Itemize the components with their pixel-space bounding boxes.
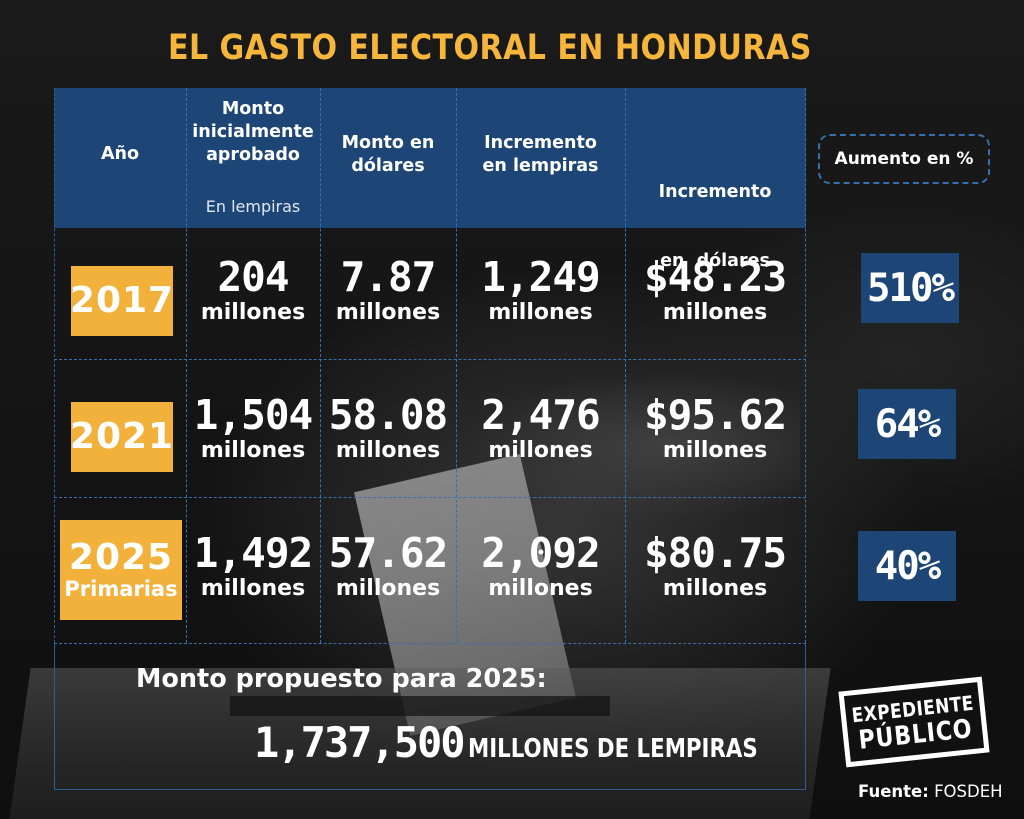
percent-badge-2021: 64% xyxy=(858,389,956,459)
table-cell-inc-lempiras: 2,092 millones xyxy=(456,530,625,602)
header-inc-lempiras-line2: en lempiras xyxy=(482,156,599,176)
year-label: 2025 xyxy=(68,537,174,578)
header-approved: Monto inicialmente aprobado xyxy=(186,98,320,167)
unit-label: millones xyxy=(200,576,306,601)
approved-value: 204 xyxy=(217,253,289,301)
table-cell-inc-dollars: $95.62 millones xyxy=(625,392,805,464)
dollars-value: 58.08 xyxy=(328,391,448,439)
column-divider xyxy=(320,88,321,643)
inc-dollars-value: $80.75 xyxy=(643,529,787,577)
column-divider xyxy=(456,88,457,643)
column-divider xyxy=(805,88,806,643)
year-badge-2021: 2021 xyxy=(69,402,175,472)
unit-label: millones xyxy=(488,576,593,601)
dollars-value: 7.87 xyxy=(340,253,437,301)
table-cell-approved: 1,492 millones xyxy=(186,530,320,602)
header-dollars-line2: dólares xyxy=(351,156,425,176)
footer-frame xyxy=(54,643,806,790)
proposed-suffix: MILLONES DE LEMPIRAS xyxy=(467,734,758,764)
source-value: FOSDEH xyxy=(934,782,1003,801)
source-credit: Fuente: FOSDEH xyxy=(858,782,1003,801)
inc-lempiras-value: 2,476 xyxy=(481,391,600,439)
unit-label: millones xyxy=(335,438,441,463)
year-badge-2025: 2025 Primarias xyxy=(60,520,182,620)
table-cell-inc-dollars: $48.23 millones xyxy=(625,254,805,326)
percent-badge-2025: 40% xyxy=(858,531,956,601)
unit-label: millones xyxy=(200,300,306,325)
header-percent: Aumento en % xyxy=(818,134,990,184)
approved-value: 1,492 xyxy=(193,529,313,577)
unit-label: millones xyxy=(488,300,593,325)
unit-label: millones xyxy=(662,438,768,463)
year-label: 2021 xyxy=(69,416,175,457)
header-approved-sub: En lempiras xyxy=(205,197,301,216)
row-divider xyxy=(54,497,806,498)
header-inc-dollars-line1: Incremento xyxy=(658,182,772,202)
column-divider xyxy=(625,88,626,643)
inc-dollars-value: $95.62 xyxy=(643,391,787,439)
table-cell-approved: 204 millones xyxy=(186,254,320,326)
unit-label: millones xyxy=(335,300,441,325)
table-cell-inc-lempiras: 2,476 millones xyxy=(456,392,625,464)
unit-label: millones xyxy=(200,438,306,463)
inc-lempiras-value: 1,249 xyxy=(481,253,600,301)
header-year-label: Año xyxy=(100,144,140,164)
table-cell-dollars: 58.08 millones xyxy=(320,392,456,464)
header-year: Año xyxy=(54,143,186,166)
unit-label: millones xyxy=(662,576,768,601)
percent-badge-2017: 510% xyxy=(861,253,959,323)
header-approved-line3: aprobado xyxy=(206,145,300,165)
header-dollars: Monto en dólares xyxy=(320,132,456,178)
table-grid xyxy=(54,88,807,643)
table-cell-dollars: 57.62 millones xyxy=(320,530,456,602)
header-inc-dollars-line2: en dólares xyxy=(660,251,770,271)
table-cell-approved: 1,504 millones xyxy=(186,392,320,464)
header-approved-line2: inicialmente xyxy=(192,122,314,142)
row-divider xyxy=(54,643,806,644)
table-cell-dollars: 7.87 millones xyxy=(320,254,456,326)
inc-dollars-value: $48.23 xyxy=(643,253,787,301)
header-inc-dollars: Incremento en dólares xyxy=(625,135,805,296)
proposed-label: Monto propuesto para 2025: xyxy=(136,664,547,694)
header-inc-lempiras-line1: Incremento xyxy=(484,133,597,153)
inc-lempiras-value: 2,092 xyxy=(481,529,600,577)
proposed-amount: 1,737,500 xyxy=(254,718,466,767)
unit-label: millones xyxy=(488,438,593,463)
row-divider xyxy=(54,359,806,360)
table-header-band xyxy=(54,88,806,228)
proposed-value: 1,737,500 MILLONES DE LEMPIRAS xyxy=(254,718,821,767)
logo-inner: EXPEDIENTE PÚBLICO xyxy=(843,682,985,762)
unit-label: millones xyxy=(662,300,768,325)
header-dollars-line1: Monto en xyxy=(341,133,435,153)
year-label: 2017 xyxy=(69,280,175,321)
header-inc-lempiras: Incremento en lempiras xyxy=(456,132,625,178)
year-sublabel: Primarias xyxy=(64,577,178,601)
column-divider xyxy=(186,88,187,643)
ballot-slot xyxy=(230,696,610,716)
page-title: EL GASTO ELECTORAL EN HONDURAS xyxy=(168,28,812,68)
approved-value: 1,504 xyxy=(193,391,313,439)
source-label: Fuente: xyxy=(858,782,929,801)
unit-label: millones xyxy=(335,576,441,601)
expediente-publico-logo: EXPEDIENTE PÚBLICO xyxy=(838,676,990,768)
year-badge-2017: 2017 xyxy=(69,266,175,336)
table-cell-inc-dollars: $80.75 millones xyxy=(625,530,805,602)
table-cell-inc-lempiras: 1,249 millones xyxy=(456,254,625,326)
dollars-value: 57.62 xyxy=(328,529,448,577)
header-approved-line1: Monto xyxy=(221,99,285,119)
